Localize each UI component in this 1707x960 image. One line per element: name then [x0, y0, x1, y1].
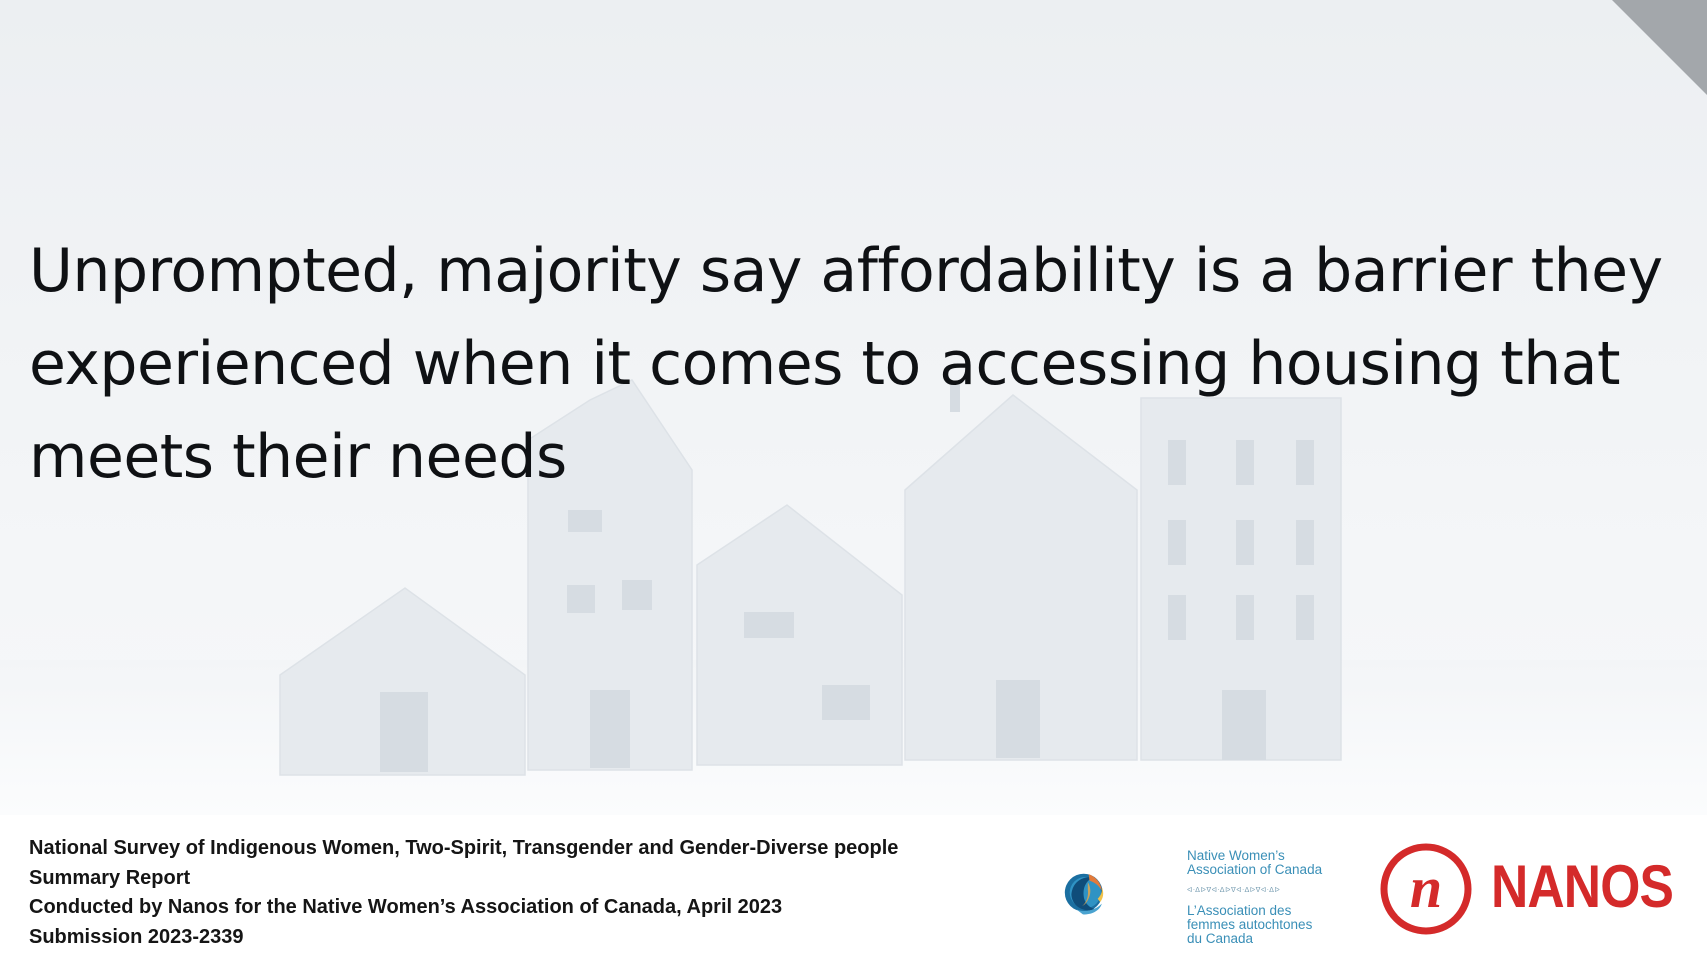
- nanos-n-logo-icon: n: [1380, 843, 1472, 935]
- footer-report-type: Summary Report: [29, 866, 191, 889]
- footer-text-block: National Survey of Indigenous Women, Two…: [29, 834, 898, 952]
- nwac-emblem-icon: [1064, 873, 1104, 915]
- nwac-name-fr-1: L’Association des: [1187, 903, 1292, 918]
- footer-submission-id: Submission 2023-2339: [29, 925, 244, 948]
- nwac-name-en-2: Association of Canada: [1187, 862, 1323, 877]
- nwac-syllabics-divider: ᐊᐧᐃᐅᐁᐊᐧᐃᐅᐁᐊᐧᐃᐅᐁᐊᐧᐃᐅ: [1187, 887, 1281, 894]
- nwac-name-en-1: Native Women’s: [1187, 848, 1285, 863]
- nwac-name-fr-2: femmes autochtones: [1187, 917, 1313, 932]
- houses-background-image: [0, 379, 1707, 815]
- svg-text:n: n: [1410, 855, 1442, 920]
- slide-title: Unprompted, majority say affordability i…: [29, 236, 1663, 492]
- hero-background: Unprompted, majority say affordability i…: [0, 0, 1707, 815]
- corner-fold-decoration: [1612, 0, 1707, 95]
- footer: National Survey of Indigenous Women, Two…: [0, 815, 1707, 960]
- footer-survey-name: National Survey of Indigenous Women, Two…: [29, 837, 899, 859]
- footer-conducted-by: Conducted by Nanos for the Native Women’…: [29, 896, 783, 918]
- nwac-wordmark: Native Women’s Association of Canada ᐊᐧᐃ…: [1187, 849, 1357, 946]
- nwac-name-fr-3: du Canada: [1187, 931, 1254, 946]
- nanos-wordmark: NANOS: [1491, 853, 1674, 920]
